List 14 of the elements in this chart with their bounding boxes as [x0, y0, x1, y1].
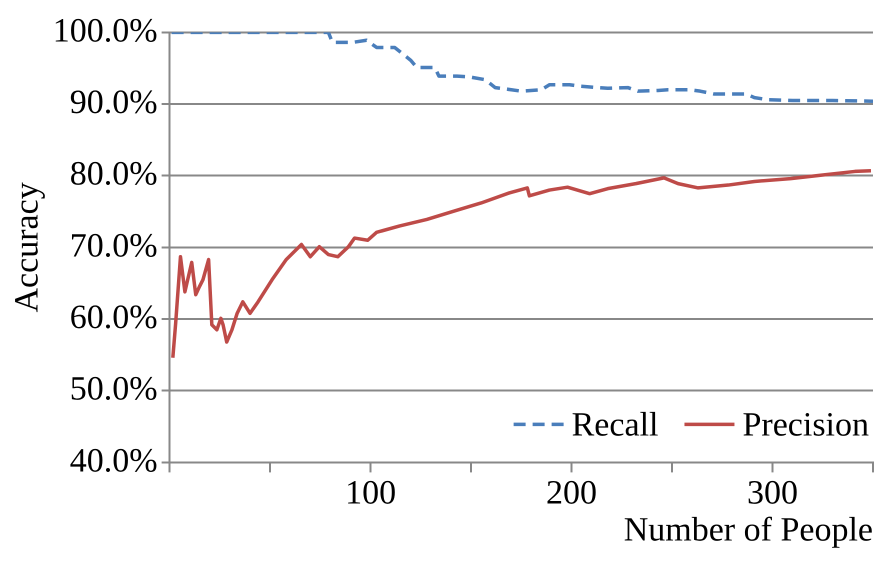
x-tick-label: 200	[546, 474, 598, 512]
legend-label: Recall	[572, 406, 658, 444]
x-tick-label: 300	[747, 474, 798, 512]
y-tick-label: 80.0%	[70, 156, 158, 193]
y-tick-label: 50.0%	[70, 370, 158, 408]
y-tick-label: 90.0%	[70, 84, 158, 121]
y-tick-label: 100.0%	[52, 12, 158, 50]
y-tick-label: 70.0%	[70, 227, 158, 264]
y-tick-label: 40.0%	[70, 442, 158, 480]
y-tick-label: 60.0%	[70, 298, 158, 336]
x-tick-label: 100	[345, 474, 396, 512]
y-axis-title: Accuracy	[8, 182, 46, 313]
x-axis-title: Number of People	[624, 512, 873, 549]
legend-label: Precision	[742, 406, 870, 444]
